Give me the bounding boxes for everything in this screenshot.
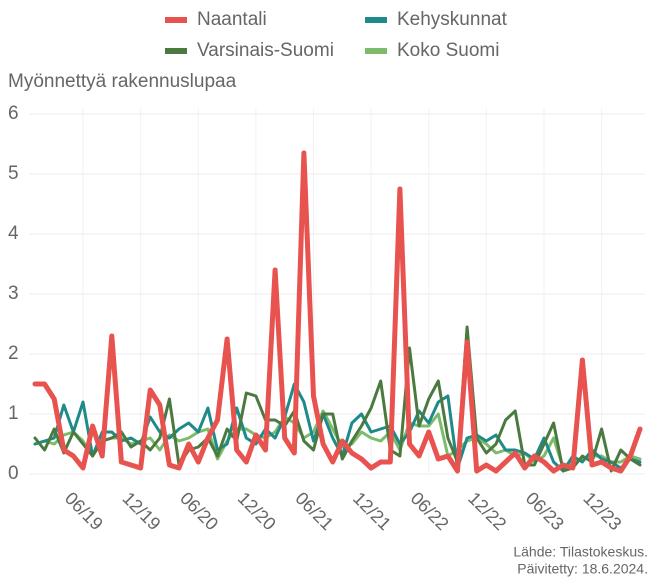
x-tick-label: 12/19 <box>119 488 165 534</box>
x-tick-label: 12/23 <box>579 488 625 534</box>
y-tick-label: 2 <box>8 343 19 364</box>
x-tick-label: 12/21 <box>349 488 395 534</box>
series-line <box>33 325 642 473</box>
legend-label: Naantali <box>197 9 267 30</box>
x-tick-label: 12/22 <box>464 488 510 534</box>
source-note: Lähde: Tilastokeskus. <box>513 544 648 560</box>
legend-label: Koko Suomi <box>397 40 499 61</box>
x-tick-label: 06/22 <box>407 488 453 534</box>
legend-label: Kehyskunnat <box>397 9 508 30</box>
legend-label: Varsinais-Suomi <box>197 40 334 61</box>
y-tick-label: 3 <box>8 283 19 304</box>
series-line <box>32 150 643 474</box>
x-tick-label: 12/20 <box>234 488 280 534</box>
x-tick-label: 06/21 <box>291 488 337 534</box>
chart-subtitle: Myönnettyä rakennuslupaa <box>8 71 237 92</box>
y-tick-label: 0 <box>8 463 19 484</box>
x-tick-label: 06/19 <box>61 488 107 534</box>
x-tick-label: 06/20 <box>176 488 222 534</box>
y-tick-label: 4 <box>8 223 19 244</box>
x-tick-label: 06/23 <box>522 488 568 534</box>
series-line <box>33 382 642 473</box>
y-tick-label: 5 <box>8 163 19 184</box>
y-tick-label: 6 <box>8 103 19 124</box>
updated-note: Päivitetty: 18.6.2024. <box>517 561 648 577</box>
y-tick-label: 1 <box>8 403 19 424</box>
